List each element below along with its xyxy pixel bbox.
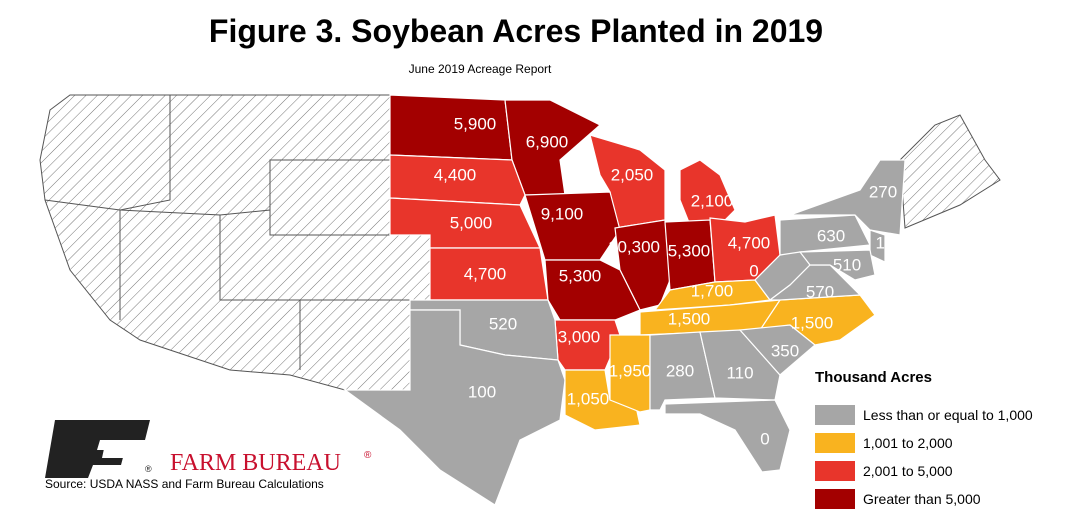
state-value: 5,000 (450, 213, 493, 232)
state-value: 110 (726, 363, 753, 382)
state (609, 334, 651, 413)
state (789, 159, 906, 236)
non-producing-states (39, 94, 1001, 391)
state-value: 2,100 (691, 191, 734, 210)
state-value: 1,700 (691, 281, 734, 300)
state-value: 1,050 (567, 389, 610, 408)
legend-swatch (815, 405, 855, 425)
state-value: 3,000 (558, 327, 601, 346)
state (544, 259, 641, 321)
source: Source: USDA NASS and Farm Bureau Calcul… (45, 477, 324, 491)
state-value: 10 (876, 233, 895, 252)
state-value: 350 (771, 341, 799, 360)
state-value: 100 (468, 382, 496, 401)
state (738, 324, 816, 376)
state (564, 369, 641, 431)
state (798, 249, 876, 281)
state-value: 0 (760, 429, 769, 448)
state-value: 2,050 (611, 165, 654, 184)
state-value: 10,300 (608, 237, 660, 256)
legend-label: Greater than 5,000 (863, 491, 981, 507)
legend-label: Less than or equal to 1,000 (863, 407, 1033, 423)
state-value: 4,700 (464, 264, 507, 283)
state (524, 191, 621, 261)
states: 5,900 6,900 4,400 2,050 2,100 5,000 9,100 10,30… (343, 94, 906, 506)
legend-swatch (815, 461, 855, 481)
state (779, 214, 871, 256)
state (768, 264, 862, 301)
legend-title: Thousand Acres (815, 369, 932, 386)
logo: FARM BUREAU ® ® (45, 420, 372, 478)
state-value: 4,700 (728, 233, 771, 252)
state (679, 159, 736, 226)
legend: Less than or equal to 1,000 1,001 to 2,00… (815, 405, 1033, 509)
state-value: 5,300 (559, 266, 602, 285)
state (869, 229, 886, 263)
state-value: 520 (489, 314, 517, 333)
legend-swatch (815, 433, 855, 453)
legend-swatch (815, 489, 855, 509)
logo-text: FARM BUREAU (170, 450, 341, 476)
state-value: 1,950 (609, 361, 652, 380)
state-value: 1,500 (791, 313, 834, 332)
state (389, 154, 526, 206)
state-value: 1,500 (668, 309, 711, 328)
logo-mark-small: ® (145, 464, 152, 474)
title: Figure 3. Soybean Acres Planted in 2019 (209, 13, 823, 49)
logo-mark: ® (364, 450, 372, 461)
state (343, 309, 566, 506)
state-value: 9,100 (541, 204, 584, 223)
state-value: 270 (869, 182, 897, 201)
state-value: 5,300 (668, 241, 711, 260)
legend-label: 2,001 to 5,000 (863, 463, 953, 479)
subtitle: June 2019 Acreage Report (409, 62, 552, 76)
legend-label: 1,001 to 2,000 (863, 435, 953, 451)
state (699, 329, 781, 401)
state-value: 510 (833, 255, 861, 274)
state (664, 399, 791, 473)
state-value: 5,900 (454, 114, 497, 133)
state-value: 570 (806, 282, 834, 301)
state-value: 630 (817, 226, 845, 245)
state-value: 0 (749, 261, 758, 280)
state-value: 280 (666, 361, 694, 380)
state-value: 4,400 (434, 165, 477, 184)
state-value: 6,900 (526, 132, 569, 151)
